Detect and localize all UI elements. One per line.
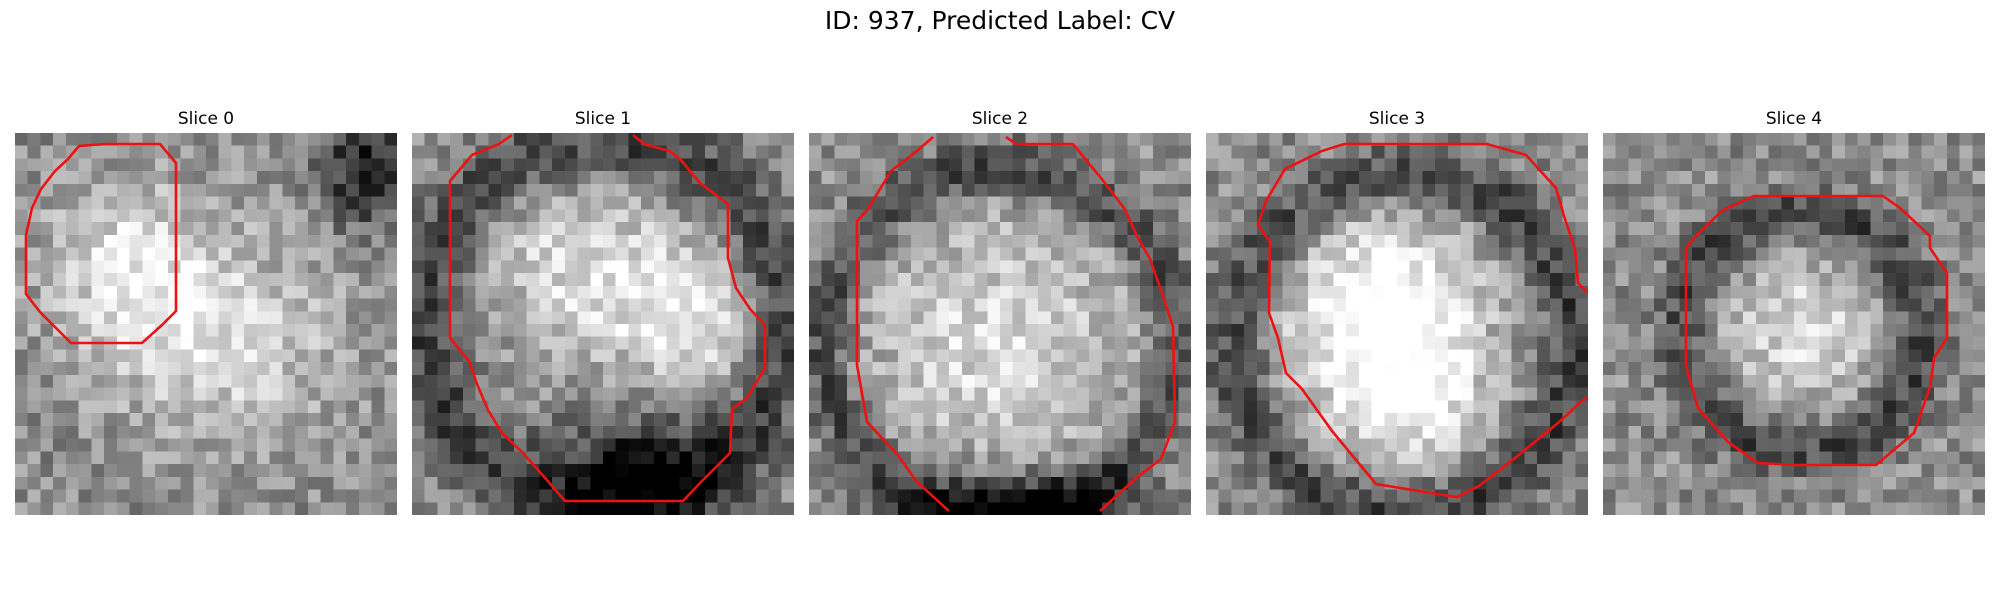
slice-image-2 [809, 133, 1191, 515]
slice-panel-4: Slice 4 [1603, 107, 1985, 515]
slice-panel-0: Slice 0 [15, 107, 397, 515]
slice-panel-3: Slice 3 [1206, 107, 1588, 515]
segmentation-outline-4 [1684, 194, 1949, 467]
segmentation-outline-3 [1256, 142, 1588, 499]
figure-title: ID: 937, Predicted Label: CV [824, 6, 1176, 35]
slice-panel-2: Slice 2 [809, 107, 1191, 515]
segmentation-outline-0 [24, 142, 178, 345]
slice-image-0 [15, 133, 397, 515]
slice-title-4: Slice 4 [1765, 109, 1823, 129]
slice-title-1: Slice 1 [574, 109, 632, 129]
slice-title-3: Slice 3 [1368, 109, 1426, 129]
slice-panel-1: Slice 1 [412, 107, 794, 515]
slice-title-2: Slice 2 [971, 109, 1029, 129]
segmentation-outline-1 [448, 133, 767, 503]
slice-title-0: Slice 0 [177, 109, 235, 129]
segmentation-outline-2 [855, 135, 1177, 512]
